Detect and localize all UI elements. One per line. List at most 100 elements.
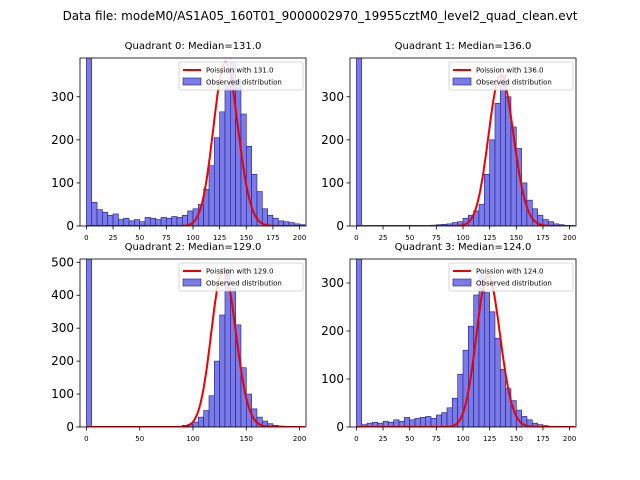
histogram-bar [214, 360, 220, 427]
legend-label-observed: Observed distribution [476, 79, 552, 87]
figure-suptitle: Data file: modeM0/AS1A05_160T01_90000029… [63, 9, 578, 23]
legend-box [448, 262, 574, 292]
y-tick-label: 200 [321, 133, 344, 147]
histogram-bar [425, 416, 432, 427]
x-tick-label: 200 [293, 234, 306, 242]
histogram-bar [446, 407, 453, 427]
x-tick-label: 150 [510, 234, 523, 242]
histogram-bars [86, 58, 306, 226]
subplot-grid: 0 25 50 75 100 125 150 175 200 0 100 200 300 Quadrant… [51, 41, 577, 443]
x-tick-label: 75 [432, 234, 441, 242]
y-tick-label: 100 [321, 176, 344, 190]
legend-box [178, 61, 304, 91]
histogram-bar [219, 314, 226, 427]
histogram-bar [112, 213, 119, 226]
x-tick-label: 0 [354, 435, 358, 443]
histogram-bar [86, 58, 93, 226]
histogram-bar [484, 174, 490, 226]
poisson-fit-curve [356, 74, 575, 226]
legend-bar-swatch [182, 278, 202, 287]
x-tick-label: 125 [213, 234, 226, 242]
histogram-bar [430, 418, 437, 427]
x-tick-label: 150 [240, 234, 253, 242]
histogram-bar [489, 311, 496, 427]
legend-label-poisson: Poission with 124.0 [476, 268, 544, 276]
x-tick-label: 175 [536, 234, 549, 242]
histogram-bars [86, 259, 290, 427]
histogram-bar [484, 292, 490, 427]
histogram-bar [462, 349, 469, 427]
legend-label-poisson: Poission with 131.0 [206, 67, 274, 75]
histogram-bar [500, 74, 506, 226]
histogram-bar [171, 216, 178, 226]
histogram-bar [208, 395, 215, 427]
x-tick-label: 125 [483, 435, 496, 443]
histogram-bar [404, 417, 410, 427]
y-tick-label: 100 [51, 176, 74, 190]
x-tick-label: 150 [510, 435, 523, 443]
legend-box [448, 61, 574, 91]
subplot-quadrant-0: 0 25 50 75 100 125 150 175 200 0 100 200 300 Quadrant… [51, 41, 307, 242]
x-tick-label: 0 [84, 435, 88, 443]
histogram-bar [224, 83, 231, 226]
histogram-bars [356, 58, 570, 226]
x-tick-label: 175 [536, 435, 549, 443]
histogram-bar [267, 214, 274, 226]
histogram-bar [86, 259, 93, 427]
poisson-fit-curve [86, 267, 305, 427]
x-tick-label: 25 [109, 234, 118, 242]
x-tick-label: 0 [354, 234, 358, 242]
x-tick-label: 0 [84, 234, 88, 242]
legend-label-poisson: Poission with 129.0 [206, 268, 274, 276]
subplot-quadrant-2: 0 50 100 150 200 0 100 200 300 400 500 Quadrant 2: … [51, 242, 307, 443]
histogram-bar [150, 217, 156, 226]
histogram-bar [203, 410, 210, 427]
histogram-bar [96, 209, 103, 226]
x-tick-label: 75 [432, 435, 441, 443]
histogram-bar [144, 217, 151, 226]
histogram-bar [107, 214, 114, 226]
x-tick-label: 25 [379, 435, 388, 443]
x-tick-label: 200 [563, 234, 576, 242]
x-tick-label: 50 [405, 435, 414, 443]
histogram-bar [441, 412, 448, 427]
legend-bar-swatch [182, 77, 202, 86]
y-tick-label: 0 [336, 219, 344, 233]
histogram-bar [166, 217, 172, 226]
subplot-quadrant-1: 0 25 50 75 100 125 150 175 200 0 100 200 300 Quadrant… [321, 41, 577, 242]
histogram-bar [436, 414, 442, 427]
histogram-bar [102, 211, 109, 226]
y-tick-label: 300 [51, 321, 74, 335]
histogram-bar [500, 369, 506, 427]
histogram-bar [208, 165, 215, 226]
x-tick-label: 200 [293, 435, 306, 443]
legend-label-observed: Observed distribution [476, 280, 552, 288]
x-tick-label: 175 [266, 234, 279, 242]
poisson-fit-curve [86, 61, 305, 226]
x-tick-label: 75 [162, 234, 171, 242]
subplot-title: Quadrant 2: Median=129.0 [125, 242, 262, 253]
legend-label-observed: Observed distribution [206, 79, 282, 87]
y-tick-label: 200 [51, 354, 74, 368]
y-tick-label: 400 [51, 288, 74, 302]
histogram-bar [414, 418, 421, 427]
histogram-bars [356, 259, 554, 427]
histogram-bar [219, 111, 226, 226]
histogram-bar [176, 217, 183, 226]
y-tick-label: 200 [51, 133, 74, 147]
legend-label-poisson: Poission with 136.0 [476, 67, 544, 75]
y-tick-label: 300 [321, 276, 344, 290]
histogram-bar [494, 102, 501, 226]
histogram-bar [235, 79, 242, 226]
histogram-bar [192, 421, 199, 427]
histogram-bar [393, 419, 400, 427]
y-tick-label: 300 [321, 90, 344, 104]
histogram-bar [356, 58, 363, 226]
subplot-title: Quadrant 1: Median=136.0 [395, 41, 532, 52]
x-tick-label: 25 [379, 234, 388, 242]
x-tick-label: 200 [563, 435, 576, 443]
y-tick-label: 0 [66, 219, 74, 233]
histogram-bar [91, 202, 98, 226]
subplot-title: Quadrant 3: Median=124.0 [395, 242, 532, 253]
